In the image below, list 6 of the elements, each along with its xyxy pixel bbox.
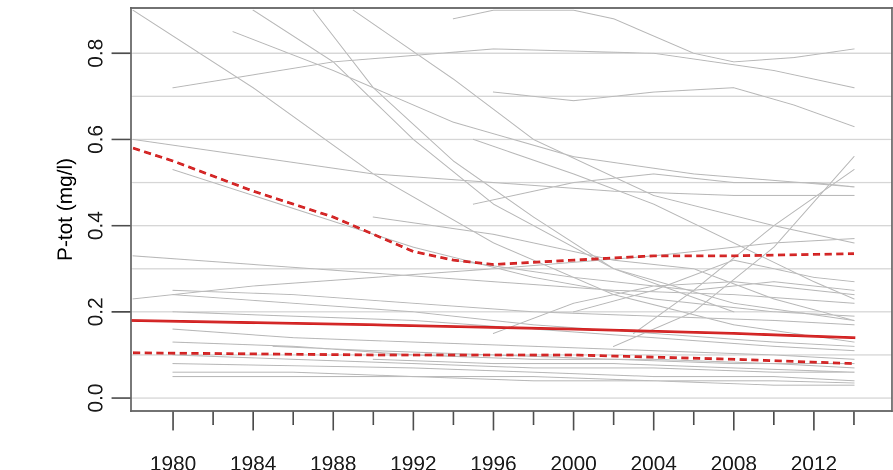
y-axis-title: P-tot (mg/l) (56, 159, 76, 260)
y-tick-label: 0.2 (88, 298, 103, 326)
y-tick-label: 0.0 (88, 384, 103, 412)
y-tick-label: 0.6 (88, 126, 103, 154)
y-tick-label: 0.4 (88, 212, 103, 240)
y-tick-label: 0.8 (88, 40, 103, 67)
